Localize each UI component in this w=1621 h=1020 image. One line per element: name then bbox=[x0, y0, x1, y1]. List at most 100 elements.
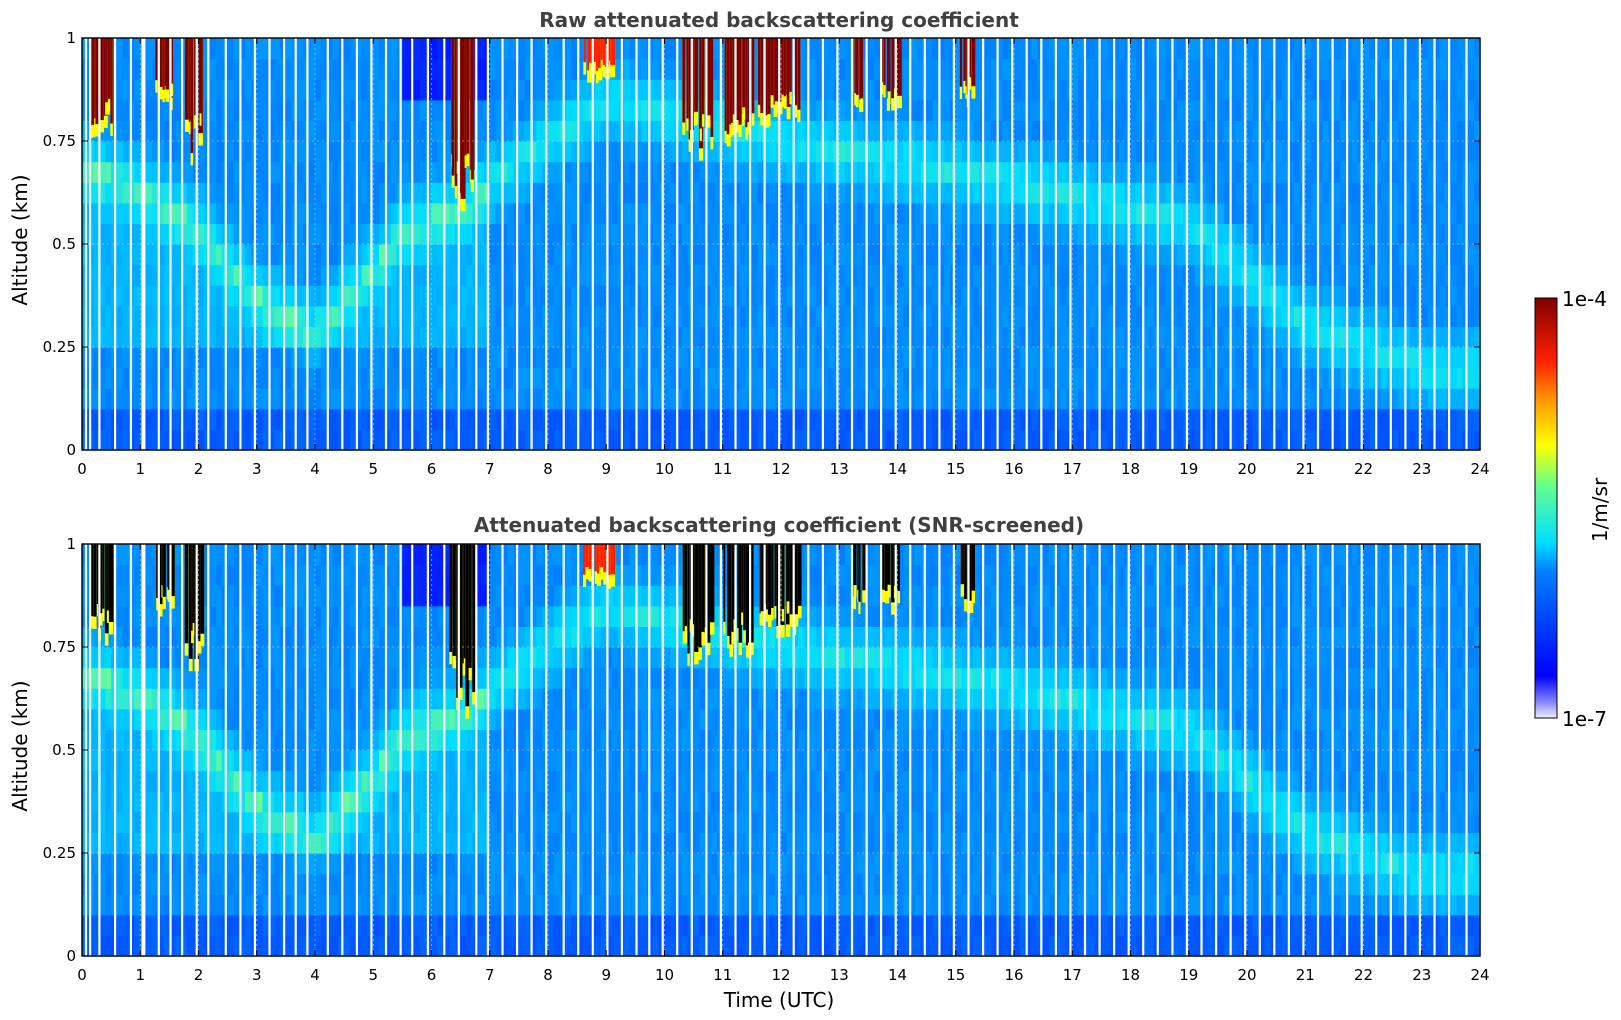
field-cell bbox=[792, 367, 800, 389]
field-cell bbox=[1060, 408, 1068, 430]
field-cell bbox=[897, 347, 904, 369]
field-cell bbox=[635, 367, 642, 389]
field-cell bbox=[215, 285, 223, 307]
field-cell bbox=[227, 326, 235, 348]
field-cell bbox=[1427, 408, 1434, 430]
field-cell bbox=[821, 347, 829, 369]
field-cell bbox=[181, 326, 188, 348]
field-cell bbox=[652, 388, 660, 410]
field-cell bbox=[845, 429, 852, 451]
field-cell bbox=[1200, 58, 1207, 80]
field-cell bbox=[134, 79, 141, 101]
field-cell bbox=[1089, 223, 1097, 245]
field-cell bbox=[105, 244, 112, 266]
field-cell bbox=[181, 244, 188, 266]
field-cell bbox=[1363, 202, 1370, 224]
field-cell bbox=[146, 202, 153, 224]
field-cell bbox=[815, 79, 823, 101]
field-cell bbox=[227, 161, 235, 183]
field-cell bbox=[344, 305, 351, 327]
field-cell bbox=[670, 202, 677, 224]
field-cell bbox=[757, 264, 765, 286]
field-cell bbox=[478, 408, 485, 430]
field-cell bbox=[722, 161, 730, 183]
field-cell bbox=[722, 285, 730, 307]
cloud-core bbox=[165, 38, 169, 90]
field-cell bbox=[157, 429, 165, 451]
field-cell bbox=[815, 347, 823, 369]
field-cell bbox=[1427, 285, 1434, 307]
field-cell bbox=[786, 429, 794, 451]
field-cell bbox=[769, 99, 776, 121]
field-cell bbox=[116, 244, 124, 266]
field-cell bbox=[1002, 388, 1009, 410]
cloud-core bbox=[891, 38, 895, 99]
field-cell bbox=[1439, 264, 1446, 286]
field-cell bbox=[1130, 58, 1137, 80]
field-cell bbox=[1421, 141, 1429, 163]
field-cell bbox=[1118, 141, 1126, 163]
field-cell bbox=[839, 38, 846, 60]
field-cell bbox=[1276, 408, 1283, 430]
field-cell bbox=[967, 305, 974, 327]
field-cell bbox=[850, 244, 858, 266]
field-cell bbox=[1083, 264, 1091, 286]
field-cell bbox=[1421, 264, 1429, 286]
field-cell bbox=[967, 244, 974, 266]
field-cell bbox=[751, 223, 759, 245]
field-cell bbox=[1089, 141, 1097, 163]
field-cell bbox=[175, 202, 182, 224]
field-cell bbox=[1188, 388, 1196, 410]
field-cell bbox=[1031, 367, 1038, 389]
field-cell bbox=[256, 99, 264, 121]
field-cell bbox=[1363, 347, 1370, 369]
field-cell bbox=[285, 347, 293, 369]
field-cell bbox=[711, 38, 718, 60]
field-cell bbox=[157, 367, 165, 389]
field-cell bbox=[186, 244, 194, 266]
field-cell bbox=[641, 38, 648, 60]
field-cell bbox=[897, 408, 904, 430]
field-cell bbox=[1258, 182, 1266, 204]
field-cell bbox=[315, 38, 322, 60]
field-cell bbox=[181, 388, 188, 410]
field-cell bbox=[105, 182, 112, 204]
field-cell bbox=[1427, 264, 1434, 286]
field-cell bbox=[810, 223, 817, 245]
field-cell bbox=[827, 408, 835, 430]
field-cell bbox=[419, 264, 427, 286]
field-cell bbox=[105, 264, 112, 286]
field-cell bbox=[798, 326, 805, 348]
field-cell bbox=[1392, 223, 1400, 245]
field-cell bbox=[763, 120, 770, 142]
field-cell bbox=[262, 141, 269, 163]
field-cell bbox=[489, 120, 497, 142]
field-cell bbox=[1340, 99, 1347, 121]
field-cell bbox=[163, 305, 170, 327]
field-cell bbox=[1159, 38, 1167, 60]
field-cell bbox=[955, 58, 963, 80]
field-cell bbox=[1060, 38, 1068, 60]
field-cell bbox=[285, 141, 293, 163]
field-cell bbox=[856, 305, 864, 327]
field-cell bbox=[1468, 326, 1475, 348]
cloud-core bbox=[738, 38, 742, 125]
field-cell bbox=[524, 182, 532, 204]
field-cell bbox=[973, 347, 980, 369]
field-cell bbox=[285, 223, 293, 245]
field-cell bbox=[361, 79, 369, 101]
field-cell bbox=[1206, 408, 1213, 430]
field-cell bbox=[1340, 141, 1347, 163]
field-cell bbox=[1369, 408, 1376, 430]
field-cell bbox=[495, 305, 502, 327]
field-cell bbox=[105, 120, 112, 142]
field-cell bbox=[623, 388, 631, 410]
field-cell bbox=[489, 305, 497, 327]
field-cell bbox=[1206, 326, 1213, 348]
field-cell bbox=[548, 326, 555, 348]
field-cell bbox=[431, 367, 438, 389]
field-cell bbox=[1217, 161, 1225, 183]
field-cell bbox=[722, 223, 730, 245]
field-cell bbox=[1351, 79, 1359, 101]
field-cell bbox=[1072, 244, 1079, 266]
